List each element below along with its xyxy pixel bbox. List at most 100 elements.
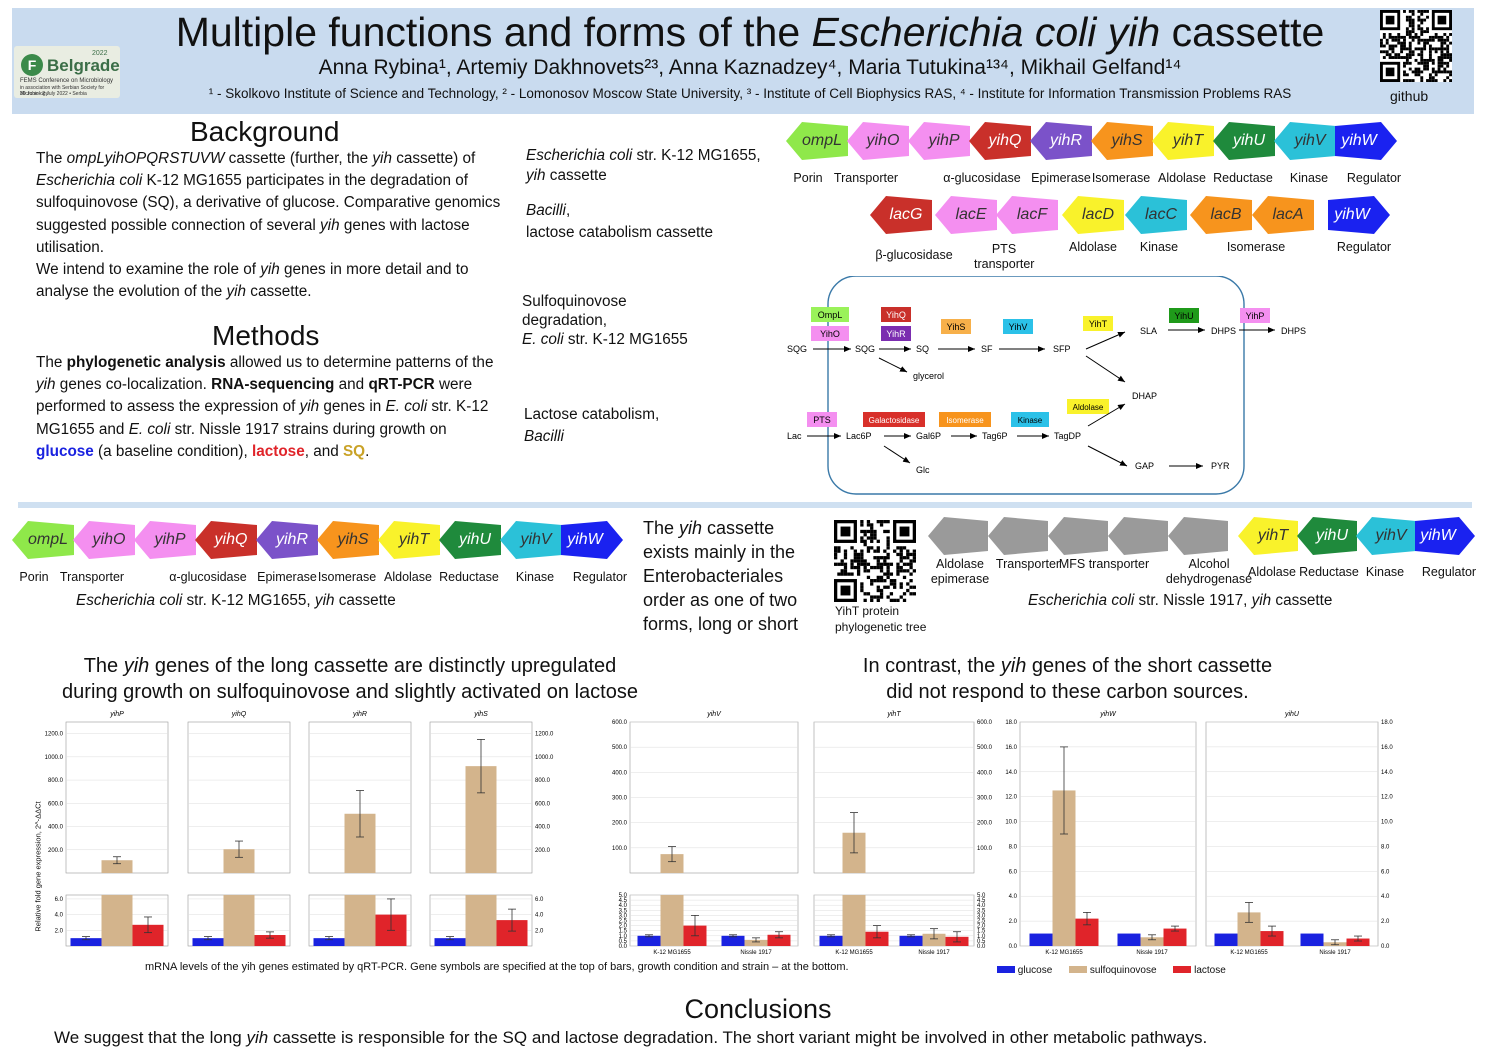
fems-badge-icon: F <box>21 54 43 76</box>
legend-swatch-lactose <box>1173 966 1192 973</box>
gene-arrow-yihR: yihR <box>256 521 318 559</box>
gene-label: yihT <box>398 531 430 548</box>
bar-sulfoquinovose <box>344 895 376 946</box>
tick-label: 200.0 <box>612 821 628 827</box>
bar-sulfoquinovose <box>1052 790 1076 946</box>
bar-sulfoquinovose <box>1237 912 1261 946</box>
authors: Anna Rybina¹, Artemiy Dakhnovets²³, Anna… <box>318 56 1182 79</box>
box-label: YihV <box>1009 322 1028 332</box>
metabolite: DHAP <box>1132 391 1157 401</box>
tick-label: 400.0 <box>48 825 64 831</box>
tick-label: 600.0 <box>48 801 64 807</box>
category-label: K-12 MG1655 <box>835 950 873 956</box>
bar-glucose <box>899 935 923 946</box>
gene-arrow-yihP: yihP <box>134 521 196 559</box>
tick-label: 3.5 <box>619 908 628 914</box>
gene-arrow-yihW: yihW <box>561 521 623 559</box>
tick-label: 2.0 <box>1009 919 1018 925</box>
bar-sulfoquinovose <box>660 854 684 873</box>
short-cassette-heading: In contrast, the yih genes of the short … <box>862 655 1273 703</box>
gene-arrow-yihV: yihV <box>500 521 562 559</box>
gene-arrow-lacD: lacD <box>1062 196 1124 234</box>
gene-arrow-lacG: lacG <box>870 196 932 234</box>
metabolite: DHPS <box>1281 326 1306 336</box>
gene-function-label: Transporter <box>833 171 899 185</box>
tick-label: 500.0 <box>977 745 993 751</box>
gene-function-label: Kinase <box>515 570 555 584</box>
tick-label: 600.0 <box>977 720 993 726</box>
tick-label: 0.5 <box>619 939 628 945</box>
gene-function-label: Aldolase <box>1069 240 1117 254</box>
gene-arrow-yihU: yihU <box>1213 122 1275 160</box>
gene-label: yihQ <box>988 132 1022 149</box>
gene-arrow-yihW: yihW <box>1328 196 1390 234</box>
chart-title: yihT <box>886 711 901 718</box>
gene-label: lacB <box>1210 206 1242 223</box>
conclusions-title: Conclusions <box>684 994 832 1024</box>
bar-lactose <box>865 931 889 946</box>
methods-title: Methods <box>212 320 320 351</box>
nissle-cassette-caption: Escherichia coli str. Nissle 1917, yih c… <box>1028 592 1333 609</box>
bar-lactose <box>1260 931 1284 946</box>
box-label: Isomerase <box>946 416 984 425</box>
gene-arrow-yihV: yihV <box>1356 517 1416 555</box>
gene-function-label: Isomerase <box>1091 171 1151 185</box>
tick-label: 2.0 <box>535 928 544 934</box>
gene-arrow-yihW: yihW <box>1335 122 1397 160</box>
tick-label: 0.0 <box>1381 944 1390 950</box>
tick-label: 3.0 <box>619 913 628 919</box>
tick-label: 200.0 <box>977 821 993 827</box>
box-kinase <box>1011 412 1049 427</box>
gene-label: lacF <box>1016 206 1048 223</box>
category-label: K-12 MG1655 <box>1045 950 1083 956</box>
tick-label: 2.5 <box>977 919 986 925</box>
tick-label: 2.0 <box>977 924 986 930</box>
chart-title: yihW <box>1099 711 1117 718</box>
chart-title: yihU <box>1284 711 1300 718</box>
bar-glucose <box>1300 933 1324 946</box>
box-label: Kinase <box>1018 416 1043 425</box>
tick-label: 14.0 <box>1005 770 1017 776</box>
box-pts <box>807 412 837 427</box>
bar-sulfoquinovose <box>922 933 946 946</box>
affiliations: ¹ - Skolkovo Institute of Science and Te… <box>208 86 1292 101</box>
tick-label: 200.0 <box>48 848 64 854</box>
chart-title: yihS <box>473 711 488 718</box>
chart-title: yihV <box>706 711 722 718</box>
qr-caption: YihT protein phylogenetic tree <box>835 604 927 634</box>
background-text: The ompLyihOPQRSTUVW cassette (further, … <box>36 150 501 301</box>
gene-label: yihS <box>337 531 369 548</box>
grey-gene-arrow <box>928 517 988 555</box>
gene-function-label: Regulator <box>1421 565 1477 579</box>
metabolite: Lac <box>787 431 802 441</box>
gene-label: yihT <box>1172 132 1204 149</box>
gene-label: yihV <box>1375 527 1407 544</box>
bar-sulfoquinovose <box>101 860 133 873</box>
sq-pathway-label: Sulfoquinovose degradation, E. coli str. K… <box>522 293 688 348</box>
phylogenetic-tree-qr-code-icon[interactable] <box>834 520 916 602</box>
chart-frame <box>1205 721 1379 947</box>
gene-label: yihV <box>1294 132 1326 149</box>
tick-label: 0.0 <box>619 944 628 950</box>
tick-label: 3.0 <box>977 913 986 919</box>
tick-label: 800.0 <box>535 778 551 784</box>
conclusions-text: We suggest that the long yih cassette is… <box>54 1028 1208 1047</box>
gene-function-label: α-glucosidase <box>169 570 247 584</box>
bar-glucose <box>819 935 843 946</box>
long-cassette-heading: The yih genes of the long cassette are d… <box>62 655 638 703</box>
tick-label: 100.0 <box>612 846 628 852</box>
gene-label: yihP <box>928 132 960 149</box>
bar-lactose <box>1163 928 1187 946</box>
gene-arrow-yihT: yihT <box>378 521 440 559</box>
gene-function-label: Aldolase <box>384 570 432 584</box>
gene-function-label: Isomerase <box>1226 240 1286 254</box>
gene-arrow-lacF: lacF <box>996 196 1058 234</box>
tick-label: 1.0 <box>977 934 986 940</box>
section-divider <box>18 502 1472 508</box>
bar-glucose <box>1029 933 1053 946</box>
github-qr-code-icon[interactable] <box>1380 10 1452 82</box>
gene-arrow-lacB: lacB <box>1190 196 1252 234</box>
gene-label: yihU <box>458 531 491 548</box>
gene-arrow-lacE: lacE <box>935 196 997 234</box>
metabolite: Gal6P <box>916 431 941 441</box>
